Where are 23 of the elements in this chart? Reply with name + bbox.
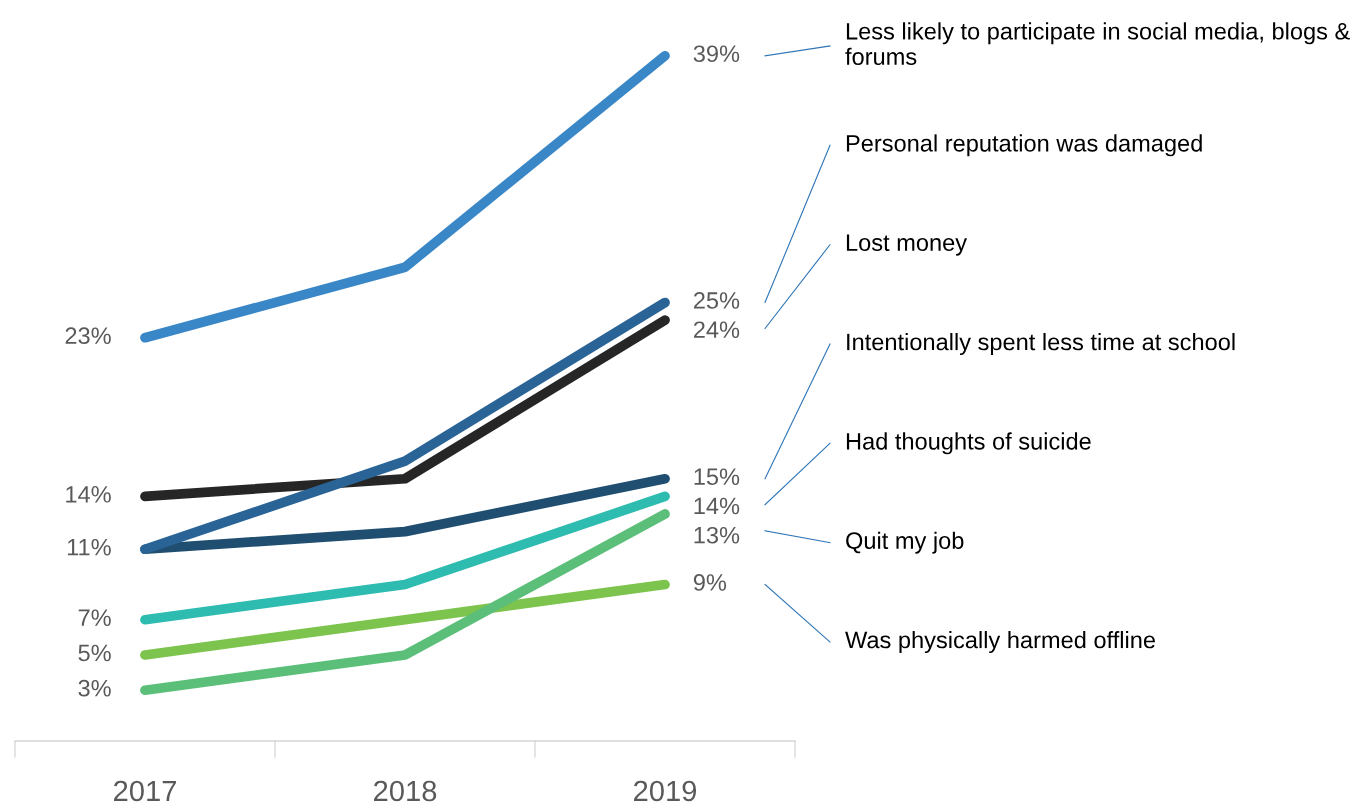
data-label: 9% [693, 574, 727, 591]
x-tick-label: 2019 [634, 780, 697, 802]
text: Had thoughts of suicide [846, 432, 1091, 455]
data-label: 5% [78, 644, 111, 662]
text: Quit my job [846, 531, 964, 554]
data-label: 3% [78, 679, 111, 697]
x-tick-label: 2018 [374, 780, 437, 802]
data-label: 24% [693, 321, 740, 338]
text: Intentionally spent less time at school [847, 332, 1235, 355]
text: Less likely to participate in social media, blogs & forums [845, 22, 1350, 66]
text: Lost money [846, 234, 968, 256]
data-label: 14% [66, 486, 111, 503]
text: Personal reputation was damaged [846, 134, 1202, 157]
data-label: 39% [693, 45, 740, 63]
data-label: 23% [65, 327, 111, 345]
data-label: 25% [693, 292, 740, 309]
x-tick-label: 2017 [114, 780, 176, 802]
data-label: 7% [78, 609, 111, 626]
data-label: 13% [694, 526, 740, 544]
text: Was physically harmed offline [845, 630, 1155, 654]
data-label: 11% [67, 538, 111, 556]
data-label: 14% [694, 497, 740, 515]
data-label: 15% [694, 468, 740, 486]
